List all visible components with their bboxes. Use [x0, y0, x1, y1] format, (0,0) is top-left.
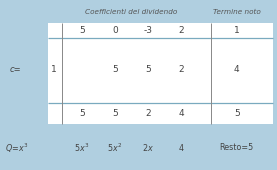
- Text: 4: 4: [179, 109, 184, 118]
- Text: 5: 5: [112, 65, 118, 74]
- Text: 1: 1: [51, 65, 57, 74]
- Text: Coefficienti del dividendo: Coefficienti del dividendo: [85, 9, 178, 15]
- Text: 1: 1: [234, 27, 240, 35]
- Text: $5x^2$: $5x^2$: [107, 142, 123, 154]
- Text: -3: -3: [144, 27, 153, 35]
- Text: Termine noto: Termine noto: [213, 9, 261, 15]
- Text: 4: 4: [234, 65, 240, 74]
- Text: 5: 5: [79, 27, 84, 35]
- Text: 5: 5: [79, 109, 84, 118]
- Text: 2: 2: [145, 109, 151, 118]
- Text: 5: 5: [234, 109, 240, 118]
- Text: 2: 2: [179, 27, 184, 35]
- Text: $5x^3$: $5x^3$: [74, 142, 89, 154]
- Text: 5: 5: [145, 65, 151, 74]
- Text: Resto=5: Resto=5: [220, 143, 254, 152]
- Text: $2x$: $2x$: [142, 142, 154, 153]
- Text: $Q\!=\!x^3$: $Q\!=\!x^3$: [5, 141, 29, 155]
- Text: 5: 5: [112, 109, 118, 118]
- Text: c=: c=: [9, 65, 21, 74]
- Bar: [48, 23, 273, 124]
- Text: $4$: $4$: [178, 142, 185, 153]
- Text: 2: 2: [179, 65, 184, 74]
- Text: 0: 0: [112, 27, 118, 35]
